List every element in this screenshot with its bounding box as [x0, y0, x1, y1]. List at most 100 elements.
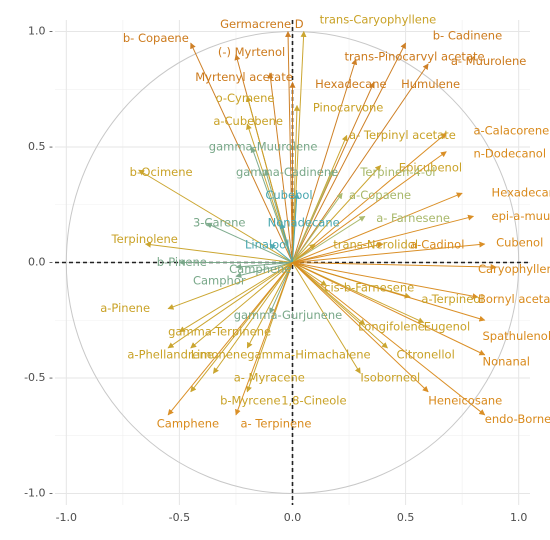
vector-arrow-31: [292, 242, 384, 263]
vector-label-52: Isoborneol: [360, 370, 420, 384]
vector-arrow-20: [292, 169, 334, 263]
vector-arrow-28: [144, 241, 293, 263]
vector-arrow-46: [167, 262, 293, 349]
vector-arrow-44: [292, 262, 486, 322]
vector-label-26: 3-Carene: [193, 216, 245, 230]
vector-arrow-2: [292, 42, 407, 263]
vector-label-53: b-Myrcene: [220, 394, 280, 408]
vector-label-12: a-Cubebene: [213, 114, 283, 128]
vector-label-21: Hexadecane: [492, 186, 550, 200]
vector-label-4: (-) Myrtenol: [218, 45, 285, 59]
vector-label-34: b-Pinene: [157, 255, 207, 269]
x-tick-label-2: 0.0: [284, 511, 302, 524]
x-tick-label-1: -0.5: [169, 511, 190, 524]
vector-arrow-22: [292, 192, 343, 263]
vector-arrow-45: [178, 262, 293, 333]
vector-arrow-36: [235, 262, 293, 278]
vector-label-55: Heneicosane: [428, 394, 502, 408]
vector-label-37: cis-b-Farnesene: [324, 280, 414, 294]
vector-arrow-1: [285, 30, 293, 263]
vector-label-8: Hexadecane: [315, 77, 386, 91]
vector-label-5: trans-Pinocarvyl acetate: [345, 49, 485, 63]
vector-label-0: trans-Caryophyllene: [320, 13, 437, 27]
vector-label-19: gamma-Cadinene: [236, 165, 338, 179]
y-tick-label-2: 0.0 -: [28, 256, 53, 269]
vector-label-32: Cubenol: [496, 235, 543, 249]
vector-label-14: a-Calacorene: [473, 123, 549, 137]
vector-arrow-27: [279, 222, 293, 263]
vector-label-18: b-Ocimene: [130, 165, 193, 179]
vector-label-11: Pinocarvone: [313, 100, 384, 114]
vector-label-30: trans-Nerolidol: [333, 238, 418, 252]
vector-label-28: Terpinolene: [111, 232, 178, 246]
vector-label-35: Camphene: [229, 262, 291, 276]
vector-arrow-57: [235, 262, 293, 416]
vector-arrow-11: [292, 104, 300, 263]
vector-label-22: a-Copaene: [349, 188, 411, 202]
vector-label-50: Nonanal: [483, 354, 531, 368]
vector-label-16: n-Dodecanol: [473, 146, 546, 160]
vector-arrow-52: [292, 262, 361, 374]
vector-label-15: gamma-Muurolene: [209, 140, 318, 154]
vector-label-43: Eugenol: [424, 320, 470, 334]
vector-label-36: Camphor: [193, 273, 246, 287]
vector-arrow-26: [206, 222, 293, 263]
x-tick-label-4: 1.0: [510, 511, 528, 524]
vector-arrow-56: [167, 262, 293, 416]
vector-arrow-0: [292, 30, 307, 263]
vector-arrow-58: [292, 262, 486, 416]
vector-arrow-49: [292, 262, 388, 349]
vector-arrow-30: [292, 243, 316, 263]
vector-label-2: b- Cadinene: [433, 29, 502, 43]
vector-label-1: Germacrene D: [220, 17, 304, 31]
vector-label-45: gamma-Terpinene: [168, 324, 271, 338]
vector-arrow-32: [292, 241, 486, 263]
x-tick-label-3: 0.5: [397, 511, 415, 524]
tick-layer: -1.0 -0.5 0.0 0.5 1.0 -1.0 - -0.5 - 0.0 - 0.5 - 1…: [24, 25, 527, 524]
vector-arrow-15: [250, 146, 293, 263]
vector-label-27: Nonadecane: [268, 216, 340, 230]
vector-label-47: Limonene: [191, 347, 248, 361]
vector-arrow-7: [267, 72, 293, 263]
vector-label-42: Longifolene: [358, 320, 425, 334]
vector-arrow-40: [167, 262, 293, 310]
y-tick-label-1: -0.5 -: [24, 371, 53, 384]
vector-label-29: Linalool: [245, 238, 289, 252]
vector-arrow-3: [190, 42, 293, 263]
vector-label-23: Cubebol: [265, 188, 312, 202]
vector-label-44: Spathulenol: [483, 329, 550, 343]
y-tick-label-3: 0.5 -: [28, 140, 53, 153]
vector-label-56: Camphene: [157, 417, 219, 431]
vector-label-9: Humulene: [401, 77, 460, 91]
vector-label-40: a-Pinene: [100, 301, 150, 315]
vector-label-51: a- Myracene: [234, 370, 305, 384]
vector-arrow-35: [235, 262, 293, 270]
vector-label-6: a- Muurolene: [451, 54, 527, 68]
vector-arrow-51: [212, 262, 293, 374]
vector-arrow-23: [292, 192, 300, 263]
vector-label-57: a- Terpinene: [240, 417, 311, 431]
vector-label-31: a-Cadinol: [410, 238, 464, 252]
vector-label-24: a- Farnesene: [376, 211, 450, 225]
label-layer: trans-Caryophyllene Germacrene D b- Cadine…: [100, 13, 550, 431]
vector-arrow-6: [292, 63, 429, 263]
vector-label-7: Myrtenyl acetate: [195, 70, 293, 84]
vector-label-17: Epicubenol: [399, 160, 462, 174]
x-tick-label-0: -1.0: [56, 511, 77, 524]
vector-label-41: gamma-Gurjunene: [234, 308, 343, 322]
vector-label-33: Caryophyllene oxide: [478, 262, 550, 276]
vector-arrow-33: [292, 262, 497, 270]
y-tick-label-4: 1.0 -: [28, 25, 53, 38]
y-tick-label-0: -1.0 -: [24, 486, 53, 499]
vector-arrow-50: [292, 262, 486, 356]
vector-label-58: endo-Borneol: [485, 412, 550, 426]
vector-label-48: gamma-Himachalene: [247, 347, 370, 361]
vector-label-38: a-Terpineol: [421, 292, 483, 306]
vector-arrow-17: [292, 165, 382, 263]
vector-arrow-25: [292, 214, 475, 263]
vector-arrow-29: [269, 243, 293, 263]
vector-arrow-14: [292, 132, 447, 263]
vector-label-20: Terpinen-4-ol: [359, 165, 435, 179]
vector-label-39: Bornyl acetate: [478, 292, 550, 306]
